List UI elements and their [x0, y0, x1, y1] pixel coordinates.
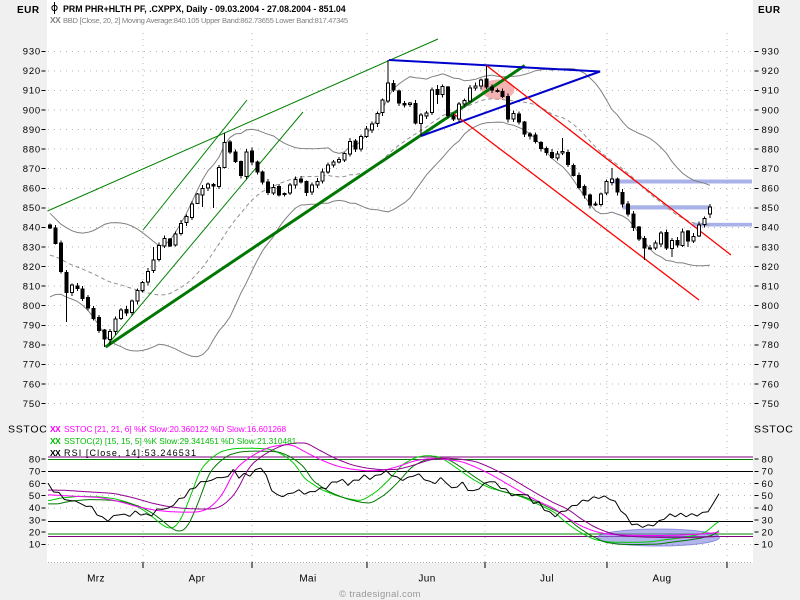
- svg-text:EUR: EUR: [17, 5, 40, 16]
- svg-text:20: 20: [762, 527, 774, 538]
- svg-text:850: 850: [762, 203, 780, 214]
- svg-text:880: 880: [23, 144, 41, 155]
- svg-text:SSTOC: SSTOC: [754, 424, 793, 436]
- svg-text:790: 790: [23, 321, 41, 332]
- svg-text:30: 30: [29, 515, 41, 526]
- svg-text:BBD [Close, 20, 2] Moving Aver: BBD [Close, 20, 2] Moving Average:840.10…: [63, 16, 348, 25]
- svg-text:890: 890: [762, 125, 780, 136]
- svg-text:840: 840: [23, 223, 41, 234]
- svg-text:RSI [Close, 14]:53.246531: RSI [Close, 14]:53.246531: [64, 448, 197, 458]
- svg-text:920: 920: [762, 66, 780, 77]
- svg-text:870: 870: [23, 164, 41, 175]
- svg-text:830: 830: [762, 242, 780, 253]
- svg-text:900: 900: [23, 105, 41, 116]
- svg-text:50: 50: [29, 491, 41, 502]
- svg-text:870: 870: [762, 164, 780, 175]
- svg-text:XX: XX: [50, 15, 61, 25]
- svg-text:910: 910: [762, 86, 780, 97]
- svg-text:810: 810: [23, 281, 41, 292]
- svg-text:PRM PHR+HLTH PF, .CXPPX, Daily: PRM PHR+HLTH PF, .CXPPX, Daily - 09.03.2…: [63, 4, 346, 14]
- svg-text:830: 830: [23, 242, 41, 253]
- svg-text:SSTOC [21, 21, 6] %K Slow:20.3: SSTOC [21, 21, 6] %K Slow:20.360122 %D S…: [64, 424, 287, 434]
- svg-text:40: 40: [762, 503, 774, 514]
- svg-text:EUR: EUR: [758, 5, 781, 16]
- svg-text:70: 70: [29, 467, 41, 478]
- svg-text:790: 790: [762, 321, 780, 332]
- svg-text:10: 10: [762, 540, 774, 551]
- svg-text:SSTOC(2) [15, 15, 5] %K Slow:2: SSTOC(2) [15, 15, 5] %K Slow:29.341451 %…: [64, 436, 297, 446]
- svg-text:Jun: Jun: [418, 574, 435, 585]
- svg-text:820: 820: [23, 262, 41, 273]
- svg-text:780: 780: [762, 340, 780, 351]
- svg-text:80: 80: [29, 454, 41, 465]
- svg-text:760: 760: [762, 379, 780, 390]
- svg-text:30: 30: [762, 515, 774, 526]
- svg-text:Mrz: Mrz: [87, 574, 105, 585]
- svg-text:80: 80: [762, 454, 774, 465]
- svg-text:770: 770: [23, 360, 41, 371]
- svg-text:Apr: Apr: [189, 574, 206, 585]
- svg-text:930: 930: [23, 47, 41, 58]
- svg-text:Jul: Jul: [540, 574, 554, 585]
- svg-text:750: 750: [23, 399, 41, 410]
- svg-text:900: 900: [762, 105, 780, 116]
- svg-text:820: 820: [762, 262, 780, 273]
- svg-text:770: 770: [762, 360, 780, 371]
- svg-text:10: 10: [29, 540, 41, 551]
- svg-text:60: 60: [29, 479, 41, 490]
- svg-text:XX: XX: [50, 448, 61, 458]
- svg-text:50: 50: [762, 491, 774, 502]
- svg-text:860: 860: [762, 184, 780, 195]
- svg-text:780: 780: [23, 340, 41, 351]
- svg-text:890: 890: [23, 125, 41, 136]
- svg-text:SSTOC: SSTOC: [8, 424, 47, 436]
- svg-text:760: 760: [23, 379, 41, 390]
- svg-text:840: 840: [762, 223, 780, 234]
- svg-text:XX: XX: [50, 424, 61, 434]
- svg-text:810: 810: [762, 281, 780, 292]
- svg-text:920: 920: [23, 66, 41, 77]
- svg-text:60: 60: [762, 479, 774, 490]
- svg-text:850: 850: [23, 203, 41, 214]
- svg-text:930: 930: [762, 47, 780, 58]
- svg-text:800: 800: [762, 301, 780, 312]
- svg-text:880: 880: [762, 144, 780, 155]
- svg-text:XX: XX: [50, 436, 61, 446]
- svg-text:© tradesignal.com: © tradesignal.com: [339, 589, 421, 600]
- svg-text:70: 70: [762, 467, 774, 478]
- svg-text:Aug: Aug: [653, 574, 672, 585]
- svg-text:750: 750: [762, 399, 780, 410]
- svg-text:20: 20: [29, 527, 41, 538]
- svg-text:40: 40: [29, 503, 41, 514]
- svg-text:Mai: Mai: [299, 574, 316, 585]
- svg-text:910: 910: [23, 86, 41, 97]
- svg-text:860: 860: [23, 184, 41, 195]
- svg-text:800: 800: [23, 301, 41, 312]
